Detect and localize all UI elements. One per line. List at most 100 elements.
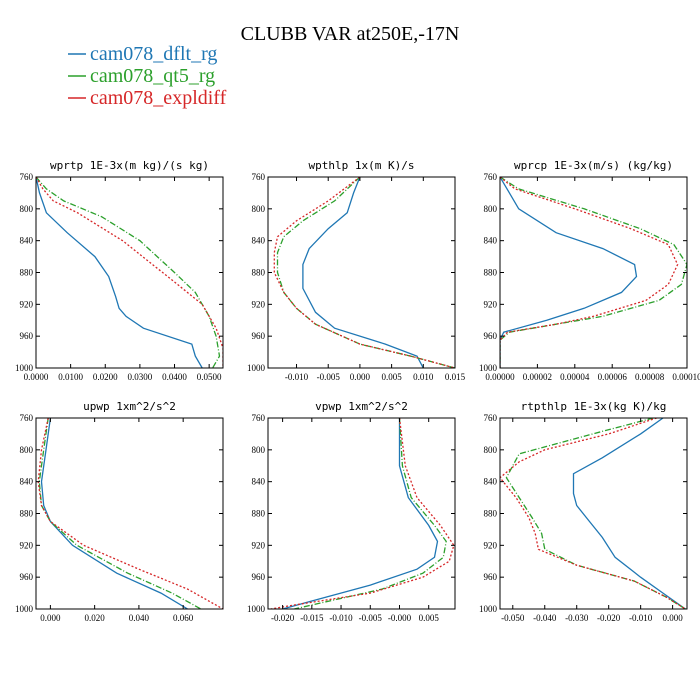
y-tick-label: 880 bbox=[484, 268, 498, 278]
y-tick-label: 960 bbox=[20, 331, 34, 341]
x-tick-label: 0.0300 bbox=[128, 372, 153, 382]
y-tick-label: 760 bbox=[20, 413, 34, 423]
y-tick-label: 760 bbox=[252, 413, 266, 423]
y-tick-label: 960 bbox=[252, 331, 266, 341]
x-tick-label: 0.020 bbox=[85, 613, 106, 623]
panel-2: wpthlp 1x(m K)/s 760 800 840 880 920 960 1000 -0… bbox=[247, 159, 466, 382]
legend-label-expl: cam078_expldiff bbox=[90, 87, 227, 109]
series-line-expl bbox=[37, 418, 223, 609]
x-tick-label: 0.040 bbox=[129, 613, 150, 623]
x-tick-label: -0.015 bbox=[300, 613, 324, 623]
x-tick-label: -0.050 bbox=[501, 613, 525, 623]
x-tick-label: -0.005 bbox=[317, 372, 341, 382]
series-line-qt5 bbox=[294, 418, 447, 609]
panel-title: wprtp 1E-3x(m kg)/(s kg) bbox=[50, 159, 209, 172]
y-tick-label: 760 bbox=[484, 172, 498, 182]
panel-title: wprcp 1E-3x(m/s) (kg/kg) bbox=[514, 159, 673, 172]
y-tick-label: 840 bbox=[484, 236, 498, 246]
series-line-qt5 bbox=[500, 177, 687, 368]
panel-title: upwp 1xm^2/s^2 bbox=[83, 400, 176, 413]
y-tick-label: 1000 bbox=[15, 604, 34, 614]
series-line-qt5 bbox=[505, 418, 686, 609]
series-line-expl bbox=[270, 418, 455, 609]
series-line-dflt bbox=[500, 177, 638, 368]
x-tick-label: 0.00000 bbox=[485, 372, 515, 382]
x-tick-label: -0.020 bbox=[271, 613, 295, 623]
y-tick-label: 920 bbox=[20, 299, 34, 309]
series-line-dflt bbox=[572, 418, 686, 609]
y-tick-label: 960 bbox=[484, 331, 498, 341]
y-tick-label: 920 bbox=[252, 299, 266, 309]
x-tick-label: 0.00004 bbox=[560, 372, 590, 382]
series-line-expl bbox=[273, 177, 455, 368]
series-line-expl bbox=[36, 177, 223, 368]
legend-label-qt5: cam078_qt5_rg bbox=[90, 65, 215, 87]
panel-6: rtpthlp 1E-3x(kg K)/kg 760 800 840 880 920 960… bbox=[479, 400, 688, 623]
x-tick-label: -0.010 bbox=[329, 613, 353, 623]
panel-1: wprtp 1E-3x(m kg)/(s kg) 760 800 840 880 920 9… bbox=[15, 159, 224, 382]
plot-frame bbox=[499, 417, 688, 610]
x-tick-label: 0.000 bbox=[40, 613, 61, 623]
y-tick-label: 840 bbox=[252, 236, 266, 246]
x-tick-label: 0.015 bbox=[445, 372, 466, 382]
y-tick-label: 760 bbox=[484, 413, 498, 423]
y-tick-label: 960 bbox=[20, 572, 34, 582]
x-tick-label: -0.020 bbox=[597, 613, 621, 623]
y-tick-label: 880 bbox=[252, 268, 266, 278]
legend: cam078_dflt_rgcam078_qt5_rgcam078_expldi… bbox=[68, 43, 227, 109]
panel-title: wpthlp 1x(m K)/s bbox=[309, 159, 415, 172]
x-tick-label: 0.005 bbox=[419, 613, 440, 623]
y-tick-label: 920 bbox=[484, 299, 498, 309]
series-line-dflt bbox=[282, 418, 439, 609]
series-line-expl bbox=[500, 177, 679, 368]
y-tick-label: 1000 bbox=[247, 363, 266, 373]
panel-title: rtpthlp 1E-3x(kg K)/kg bbox=[521, 400, 667, 413]
panel-3: wprcp 1E-3x(m/s) (kg/kg) 760 800 840 880 920 9… bbox=[479, 159, 700, 382]
series-line-dflt bbox=[40, 418, 188, 609]
y-tick-label: 1000 bbox=[479, 604, 498, 614]
panel-5: vpwp 1xm^2/s^2 760 800 840 880 920 960 1000 -0.0… bbox=[247, 400, 456, 623]
panel-4: upwp 1xm^2/s^2 760 800 840 880 920 960 1000 0.00… bbox=[15, 400, 224, 623]
y-tick-label: 920 bbox=[484, 540, 498, 550]
legend-label-dflt: cam078_dflt_rg bbox=[90, 43, 217, 65]
x-tick-label: 0.00010 bbox=[672, 372, 700, 382]
x-tick-label: 0.000 bbox=[350, 372, 371, 382]
y-tick-label: 840 bbox=[20, 477, 34, 487]
series-line-qt5 bbox=[276, 177, 455, 368]
y-tick-label: 880 bbox=[20, 268, 34, 278]
x-tick-label: -0.030 bbox=[565, 613, 589, 623]
y-tick-label: 800 bbox=[20, 445, 34, 455]
y-tick-label: 1000 bbox=[247, 604, 266, 614]
y-tick-label: 760 bbox=[252, 172, 266, 182]
x-tick-label: -0.010 bbox=[285, 372, 309, 382]
x-tick-label: 0.0500 bbox=[197, 372, 222, 382]
plot-frame bbox=[267, 417, 456, 610]
y-tick-label: 920 bbox=[20, 540, 34, 550]
x-tick-label: 0.0200 bbox=[93, 372, 118, 382]
series-line-dflt bbox=[302, 177, 424, 368]
y-tick-label: 880 bbox=[20, 509, 34, 519]
y-tick-label: 840 bbox=[484, 477, 498, 487]
x-tick-label: 0.010 bbox=[413, 372, 434, 382]
y-tick-label: 800 bbox=[252, 204, 266, 214]
y-tick-label: 840 bbox=[20, 236, 34, 246]
plot-frame bbox=[267, 176, 456, 369]
x-tick-label: 0.005 bbox=[381, 372, 402, 382]
series-line-qt5 bbox=[38, 418, 202, 609]
x-tick-label: 0.00002 bbox=[523, 372, 552, 382]
x-tick-label: -0.000 bbox=[388, 613, 412, 623]
y-tick-label: 800 bbox=[252, 445, 266, 455]
x-tick-label: -0.040 bbox=[533, 613, 557, 623]
panel-title: vpwp 1xm^2/s^2 bbox=[315, 400, 408, 413]
panels: wprtp 1E-3x(m kg)/(s kg) 760 800 840 880 920 9… bbox=[15, 159, 700, 623]
series-line-expl bbox=[500, 418, 686, 609]
series-line-dflt bbox=[36, 177, 203, 368]
x-tick-label: 0.00006 bbox=[598, 372, 628, 382]
series-line-qt5 bbox=[36, 177, 221, 368]
y-tick-label: 800 bbox=[484, 445, 498, 455]
x-tick-label: 0.00008 bbox=[635, 372, 665, 382]
y-tick-label: 880 bbox=[484, 509, 498, 519]
y-tick-label: 960 bbox=[252, 572, 266, 582]
y-tick-label: 800 bbox=[484, 204, 498, 214]
